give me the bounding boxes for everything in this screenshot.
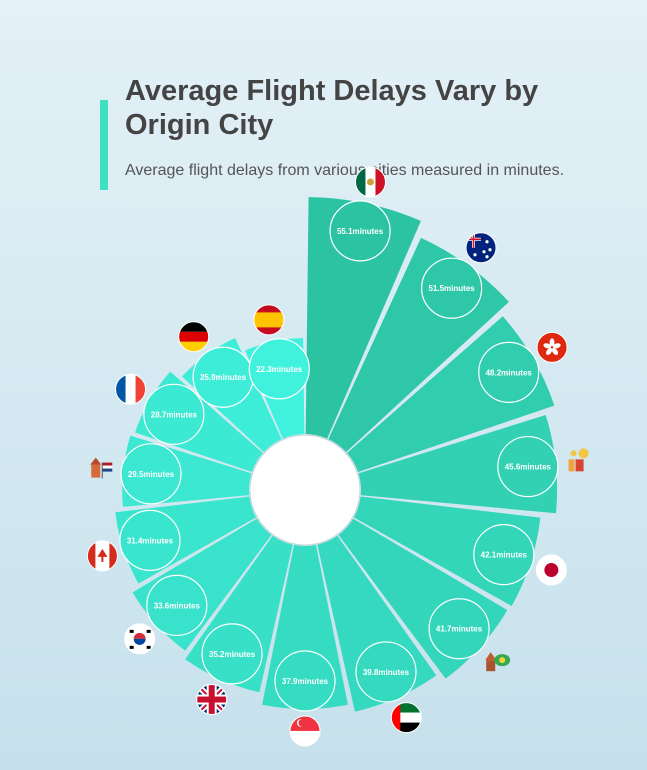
value-label: 39.8minutes: [363, 668, 410, 677]
value-label: 29.5minutes: [128, 470, 175, 479]
title-accent-bar: [100, 100, 108, 190]
value-label: 33.6minutes: [154, 601, 201, 610]
value-bubble: [248, 338, 310, 400]
value-label: 51.5minutes: [428, 284, 475, 293]
value-label: 22.3minutes: [256, 365, 303, 374]
hong-kong-flag-icon: [536, 331, 568, 363]
value-bubble: [497, 435, 559, 498]
value-label: 37.9minutes: [282, 677, 329, 686]
brazil-landmark-icon: [485, 652, 511, 672]
value-bubble: [274, 650, 336, 712]
south-korea-flag-icon: [124, 623, 156, 655]
value-bubble: [473, 523, 535, 586]
value-bubble: [428, 598, 490, 660]
value-label: 45.6minutes: [505, 463, 552, 472]
value-bubble: [143, 383, 205, 445]
chart-center-hole: [249, 434, 361, 546]
value-label: 28.7minutes: [151, 410, 198, 419]
canada-flag-icon: [86, 540, 118, 572]
chart-subtitle: Average flight delays from various citie…: [125, 162, 565, 179]
france-flag-icon: [115, 373, 147, 405]
value-label: 48.2minutes: [486, 368, 533, 377]
spain-flag-icon: [253, 304, 285, 336]
value-label: 31.4minutes: [127, 536, 174, 545]
uk-flag-icon: [196, 684, 228, 716]
value-bubble: [421, 257, 483, 319]
value-bubble: [201, 623, 263, 685]
value-label: 42.1minutes: [481, 551, 528, 560]
value-bubble: [355, 641, 417, 703]
value-label: 41.7minutes: [436, 625, 483, 634]
singapore-flag-icon: [289, 715, 321, 747]
uae-flag-icon: [390, 702, 422, 734]
japan-flag-icon: [535, 554, 567, 586]
australia-flag-icon: [465, 232, 497, 264]
value-bubble: [478, 341, 540, 403]
bar-mexico: [305, 197, 421, 439]
value-label: 55.1minutes: [337, 227, 384, 236]
value-bubble: [120, 443, 182, 505]
netherlands-landmark-icon: [90, 457, 113, 479]
value-label: 25.9minutes: [200, 373, 247, 382]
portugal-landmark-icon: [568, 448, 589, 472]
value-bubble: [329, 200, 391, 262]
value-bubble: [119, 509, 181, 571]
value-bubble: [146, 574, 208, 637]
value-label: 35.2minutes: [209, 650, 256, 659]
germany-flag-icon: [178, 321, 210, 353]
chart-title: Average Flight Delays Vary by Origin Cit…: [125, 75, 539, 141]
mexico-flag-icon: [354, 166, 386, 198]
